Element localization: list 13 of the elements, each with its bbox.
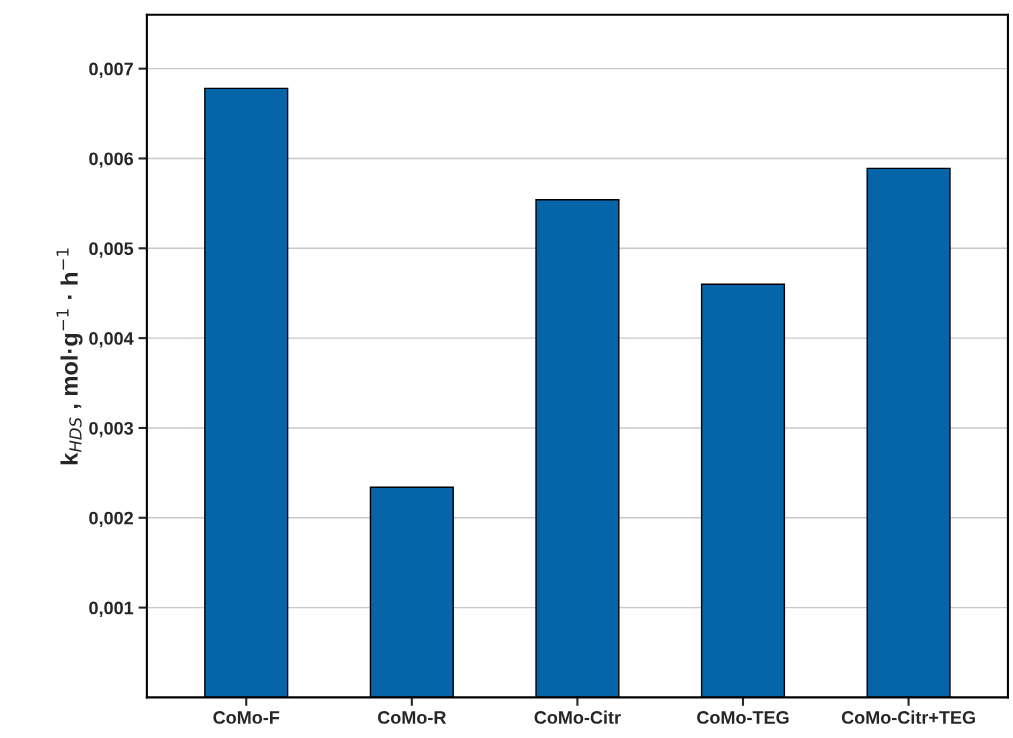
y-tick-label: 0,006 (89, 152, 134, 168)
y-tick-label: 0,003 (89, 421, 134, 438)
x-tick-label: CoMo-R (377, 711, 447, 724)
y-tick-label: 0,005 (89, 242, 134, 258)
y-tick-label: 0,004 (89, 332, 134, 348)
y-tick-label: 0,001 (89, 601, 134, 617)
x-tick-label: CoMo-Citr+TEG (841, 710, 975, 724)
x-tick-label: CoMo-Citr (534, 710, 621, 724)
x-tick-label: CoMo-F (213, 711, 280, 724)
y-axis-title: k$_{HDS}$ , mol·g$^{−1}$ · h$^{−1}$ (56, 248, 83, 465)
y-tick-label: 0,007 (89, 62, 133, 78)
y-tick-label: 0,002 (89, 511, 133, 528)
x-tick-label: CoMo-TEG (697, 711, 789, 724)
